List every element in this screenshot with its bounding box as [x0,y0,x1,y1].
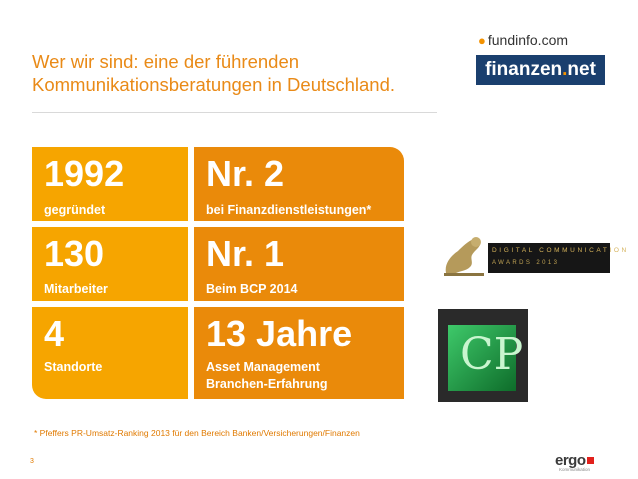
tile-locations-value: 4 [44,313,65,354]
ergo-logo-subtitle: Kommunikation [559,467,591,472]
tile-rank-bcp: Nr. 1 Beim BCP 2014 [194,227,404,301]
fundinfo-logo: ● fundinfo.com [478,32,568,48]
tile-founded-value: 1992 [44,153,125,194]
ergo-logo-text: ergo [555,452,586,469]
footnote: * Pfeffers PR-Umsatz-Ranking 2013 für de… [34,428,360,438]
finanzen-logo-text-a: finanzen [485,59,563,80]
title-line-2: Kommunikationsberatungen in Deutschland. [32,74,396,95]
ergo-logo: ergo [555,452,594,469]
tile-employees: 130 Mitarbeiter [32,227,188,301]
tile-experience-label-2: Branchen-Erfahrung [206,377,328,391]
tile-rank-finance: Nr. 2 bei Finanzdienstleistungen* [194,147,404,221]
finanzen-net-logo: finanzen.net [476,55,605,85]
bcp-award-cube-image: CP [438,309,528,402]
fundinfo-logo-text: fundinfo.com [487,32,569,48]
award-banner [488,243,610,273]
digital-communication-award-logo: DIGITAL COMMUNICATION AWARDS 2013 [440,233,626,279]
finanzen-logo-dot: . [562,59,568,80]
award-figure-icon [444,237,484,276]
cube-mark: CP [460,329,524,380]
tile-locations-label: Standorte [44,360,103,374]
fundinfo-dots-icon: ● [478,33,486,48]
page-number: 3 [30,458,34,465]
finanzen-logo-text-b: net [567,59,596,80]
award-title: DIGITAL COMMUNICATION [492,247,629,254]
slide-title: Wer wir sind: eine der führenden Kommuni… [32,50,462,96]
tile-employees-label: Mitarbeiter [44,282,108,296]
tile-rank-finance-value: Nr. 2 [206,153,285,194]
tile-experience-label-1: Asset Management [206,360,320,374]
cube-glow [448,325,516,391]
tile-employees-value: 130 [44,233,105,274]
tile-founded: 1992 gegründet [32,147,188,221]
ergo-square-icon [586,457,594,464]
tile-locations: 4 Standorte [32,307,188,399]
tile-rank-bcp-value: Nr. 1 [206,233,285,274]
title-line-1: Wer wir sind: eine der führenden [32,51,300,72]
tile-experience-value: 13 Jahre [206,313,353,354]
tile-experience: 13 Jahre Asset Management Branchen-Erfah… [194,307,404,399]
tile-rank-finance-label: bei Finanzdienstleistungen* [206,203,372,217]
tile-rank-bcp-label: Beim BCP 2014 [206,282,298,296]
award-year: AWARDS 2013 [492,260,560,266]
title-divider [32,112,437,113]
tile-founded-label: gegründet [44,203,106,217]
